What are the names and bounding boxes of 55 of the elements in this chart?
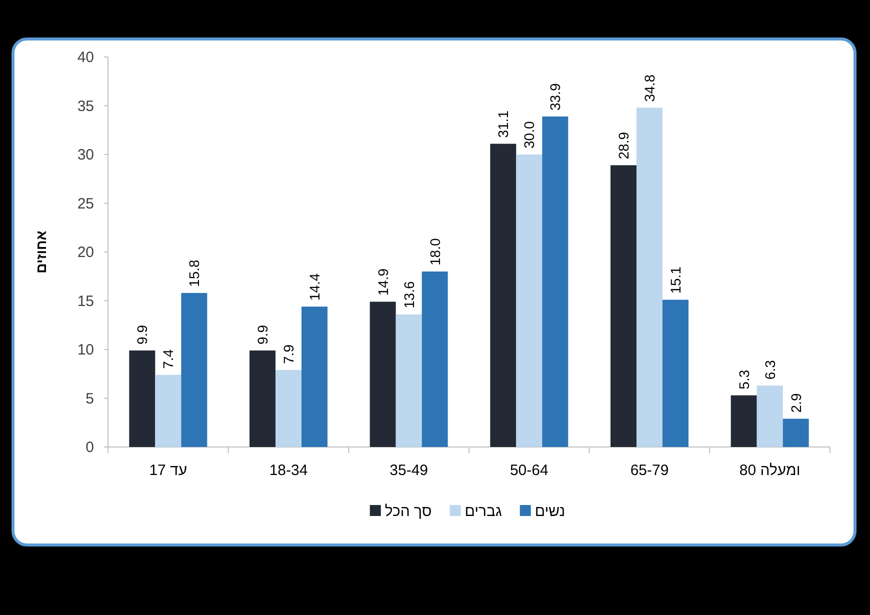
data-label: 15.8 [186, 259, 202, 287]
bar [302, 306, 328, 447]
bar [756, 386, 783, 447]
legend-label: סך הכל [384, 503, 432, 520]
y-tick-label: 40 [77, 49, 94, 66]
x-tick-label: 80 ומעלה [739, 462, 800, 479]
data-label: 30.0 [521, 121, 538, 148]
bar [542, 116, 568, 447]
legend-label: נשים [534, 503, 566, 520]
x-tick-label: 50-64 [510, 462, 548, 479]
bar [730, 395, 757, 447]
data-label: 13.6 [400, 280, 417, 308]
bar [370, 302, 396, 447]
y-tick-label: 30 [77, 146, 94, 164]
x-tick-label: 35-49 [390, 462, 428, 479]
data-label: 18.0 [426, 238, 443, 266]
bar [155, 374, 182, 447]
data-label: 14.4 [306, 273, 322, 301]
y-axis-title: אחוזים [33, 230, 49, 274]
data-label: 9.9 [134, 324, 150, 344]
data-label: 28.9 [616, 132, 632, 160]
data-label: 7.4 [160, 349, 176, 369]
data-label: 9.9 [254, 324, 270, 344]
y-tick-label: 5 [86, 390, 94, 408]
data-label: 5.3 [736, 370, 752, 390]
y-tick-label: 15 [77, 292, 94, 310]
y-tick-label: 35 [77, 98, 94, 115]
bar [782, 418, 809, 447]
bar [662, 300, 688, 447]
bar [636, 108, 662, 447]
bar [610, 165, 636, 447]
data-label: 14.9 [374, 268, 391, 296]
y-tick-label: 20 [77, 244, 94, 261]
bar [250, 350, 276, 447]
data-label: 7.9 [280, 344, 296, 364]
data-label: 33.9 [547, 83, 564, 110]
y-tick-label: 0 [86, 439, 94, 456]
bar [396, 314, 422, 447]
data-label: 34.8 [642, 74, 658, 102]
bar [276, 370, 302, 447]
data-label: 31.1 [495, 110, 512, 138]
x-tick-label: עד 17 [149, 462, 188, 479]
data-label: 6.3 [762, 360, 778, 380]
legend-label: גברים [464, 503, 502, 520]
data-label: 15.1 [668, 266, 684, 294]
bar [129, 350, 156, 447]
bar [422, 272, 448, 447]
y-tick-label: 10 [77, 342, 94, 358]
bar [516, 154, 542, 447]
x-tick-label: 18-34 [269, 462, 308, 479]
bar [181, 292, 208, 447]
data-label: 2.9 [788, 393, 804, 413]
y-tick-label: 25 [77, 195, 94, 212]
bar [490, 144, 516, 447]
x-tick-label: 65-79 [630, 462, 669, 479]
